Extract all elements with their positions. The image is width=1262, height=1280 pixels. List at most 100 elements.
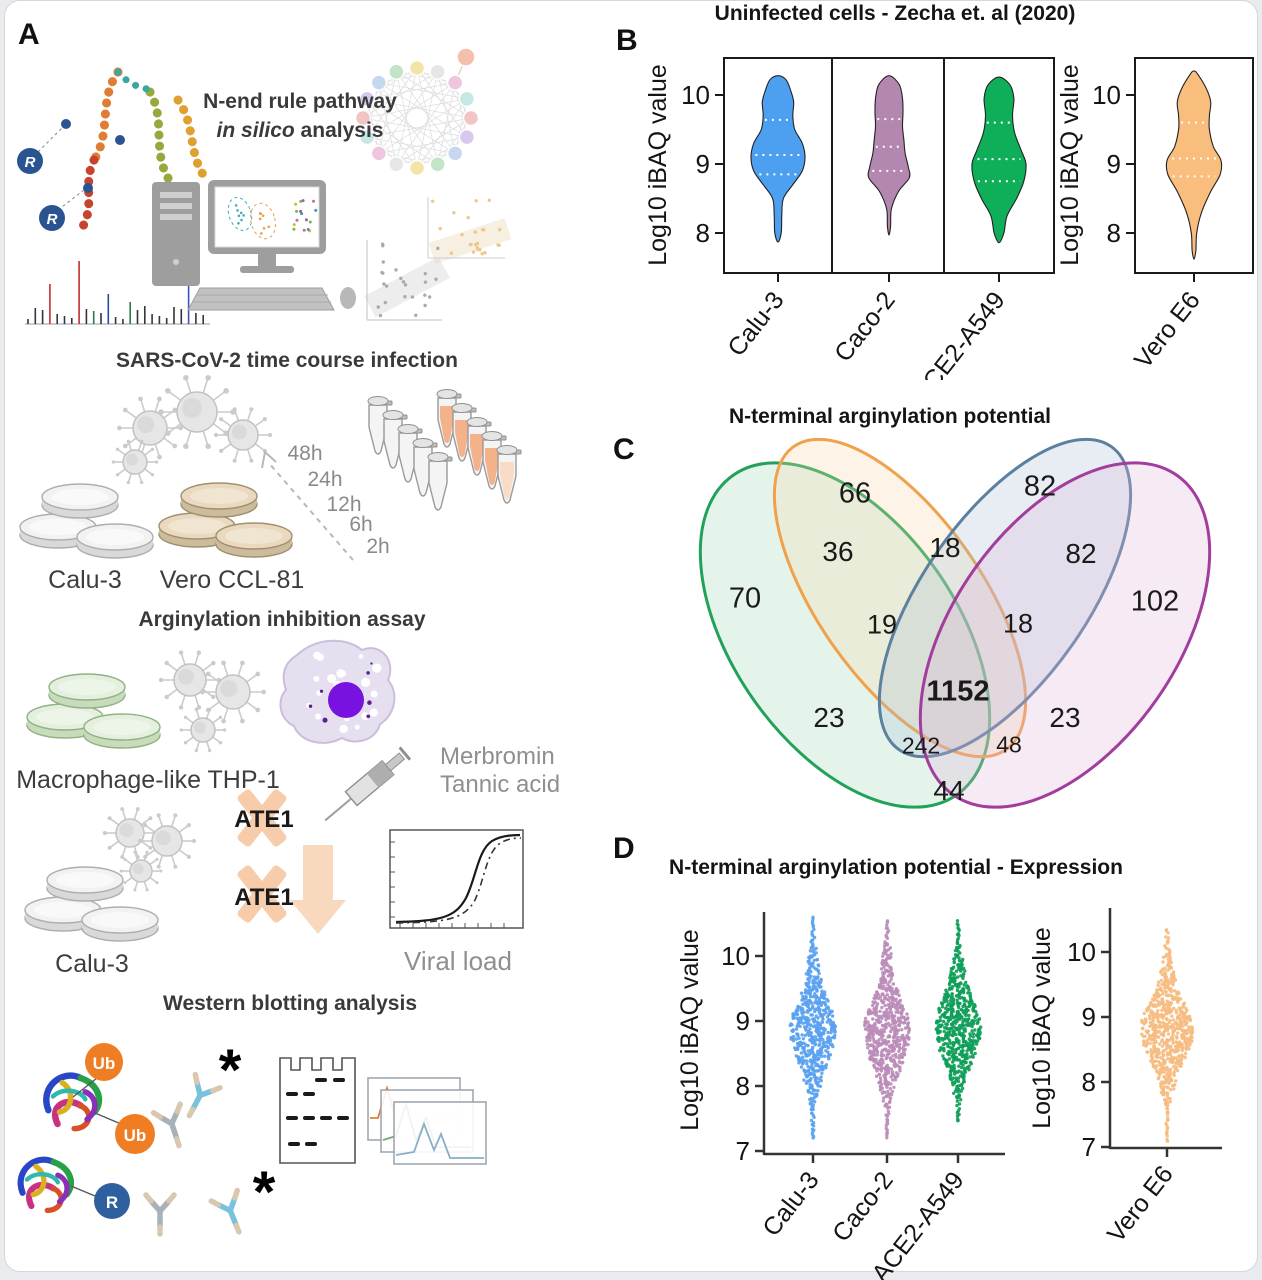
venn-count-set3: 82 <box>1024 470 1056 502</box>
venn-count-set1-set2-set4: 48 <box>996 731 1022 757</box>
x-category-label: Caco-2 <box>827 1166 899 1247</box>
virus-icon <box>119 850 163 892</box>
antibody-icon <box>208 1187 242 1235</box>
venn-count-set1-set2: 36 <box>822 536 853 567</box>
venn-count-set1-set3: 23 <box>813 702 844 733</box>
antibody-icon <box>186 1071 223 1119</box>
x-category-label: Caco-2 <box>829 286 901 367</box>
violin-plot-area: 8 9 10 8 9 10 Log10 iBAQ value Log10 iBAQ value… <box>644 57 1254 380</box>
panel-c-letter: C <box>613 433 635 466</box>
y-axis-label: Log10 iBAQ value <box>644 64 672 266</box>
viral-load-chart <box>389 829 524 929</box>
venn-count-set4: 102 <box>1131 585 1179 617</box>
venn-count-set3-set4: 82 <box>1065 538 1096 569</box>
tube-icon <box>496 445 522 504</box>
arginine-badge-label: R <box>106 1193 118 1212</box>
virus-icon <box>102 807 158 859</box>
arginine-badge-label: R <box>25 154 36 171</box>
timecourse-title: SARS-CoV-2 time course infection <box>116 349 458 372</box>
virus-icon <box>179 707 227 753</box>
dish-label-vero-ccl81: Vero CCL-81 <box>159 566 305 594</box>
venn-count-set1: 70 <box>729 582 761 614</box>
virus-icon <box>200 660 266 724</box>
y-tick-label: 10 <box>681 80 710 110</box>
protein-ribbon-icon <box>17 1156 75 1214</box>
chromatogram-icon <box>367 1077 487 1165</box>
syringe-icon <box>324 746 412 822</box>
viral-load-label: Viral load <box>404 946 512 976</box>
virus-icon <box>213 407 273 463</box>
insilico-title-line2: in silico analysis <box>216 119 384 142</box>
y-tick-label: 9 <box>1107 149 1121 179</box>
inhibition-title: Arginylation inhibition assay <box>138 608 426 631</box>
y-tick-label: 10 <box>721 941 750 971</box>
tube-icon <box>427 452 453 511</box>
western-section <box>17 1057 487 1237</box>
x-category-label: Calu-3 <box>757 1166 824 1241</box>
panel-a-illustration: R R Ub Ub R * * <box>17 47 524 1237</box>
ubiquitin-badge-label: Ub <box>124 1126 147 1145</box>
venn-count-set1-set2-set3-set4: 1152 <box>927 675 990 707</box>
inhibitor-merbromin: Merbromin <box>440 743 555 770</box>
inhibition-x-icon <box>237 789 287 847</box>
y-tick-label: 9 <box>696 149 710 179</box>
ubiquitin-badge-1: Ub <box>72 1043 123 1098</box>
venn-count-set2: 66 <box>839 477 871 509</box>
x-category-label: Calu-3 <box>722 286 789 361</box>
thp1-dish-stack <box>26 673 161 749</box>
violin-Vero E6 <box>1165 70 1223 260</box>
venn-count-set2-set4: 23 <box>1049 702 1080 733</box>
timecourse-section <box>111 374 522 561</box>
macrophage-label: Macrophage-like THP-1 <box>16 766 280 794</box>
ate1-label-2: ATE1 <box>234 884 294 911</box>
protein-substrate-art <box>37 67 209 233</box>
virus-icon <box>117 396 183 460</box>
antibody-icon <box>143 1192 177 1237</box>
antibody-icon <box>150 1101 183 1149</box>
x-category-label: ACE2-A549 <box>907 286 1010 380</box>
y-axis-label: Log10 iBAQ value <box>1028 927 1056 1129</box>
timepoint-12h: 12h <box>326 493 362 516</box>
asterisk-tag-2: * <box>253 1160 276 1225</box>
mass-spectrum-art <box>25 261 210 325</box>
venn-count-set2-set3: 18 <box>929 532 960 563</box>
virus-icon <box>158 374 236 450</box>
y-tick-label: 7 <box>1082 1132 1096 1162</box>
y-axis-label: Log10 iBAQ value <box>676 929 704 1131</box>
venn-set1-ellipse <box>698 461 992 809</box>
timepoint-48h: 48h <box>287 442 323 465</box>
ate1-label-1: ATE1 <box>234 806 294 833</box>
arginine-badge-label: R <box>47 211 58 228</box>
y-tick-label: 8 <box>696 218 710 248</box>
ubiquitin-badge-label: Ub <box>93 1054 116 1073</box>
violin-Calu-3 <box>750 75 806 243</box>
protein-ribbon-icon <box>43 1072 103 1132</box>
inhibition-x-icon <box>237 865 287 923</box>
y-tick-label: 8 <box>1107 218 1121 248</box>
dish-label-calu3: Calu-3 <box>48 566 122 594</box>
venn-set3-ellipse <box>877 437 1133 759</box>
panel-a-letter: A <box>18 18 40 51</box>
tube-icon <box>466 417 492 476</box>
tube-icon <box>481 431 507 490</box>
beeswarm-Caco-2 <box>863 919 911 1140</box>
computer-art <box>152 180 356 311</box>
venn-count-set1-set4: 44 <box>933 775 964 806</box>
x-category-label: Vero E6 <box>1102 1160 1179 1247</box>
virus-icon <box>158 650 222 710</box>
venn-set2-ellipse <box>772 437 1028 759</box>
y-tick-label: 8 <box>736 1071 750 1101</box>
panel-d-letter: D <box>613 832 635 865</box>
venn-count-set1-set3-set4: 242 <box>902 732 940 758</box>
panel-d-title: N-terminal arginylation potential - Expr… <box>669 856 1123 879</box>
beeswarm-Vero E6 <box>1140 928 1195 1143</box>
timepoint-6h: 6h <box>349 513 373 536</box>
y-tick-label: 10 <box>1092 80 1121 110</box>
macrophage-icon <box>279 639 396 744</box>
arginine-badge-2: R <box>39 205 65 231</box>
calu3-dish-stack-2 <box>24 866 159 942</box>
tube-icon <box>451 403 477 462</box>
